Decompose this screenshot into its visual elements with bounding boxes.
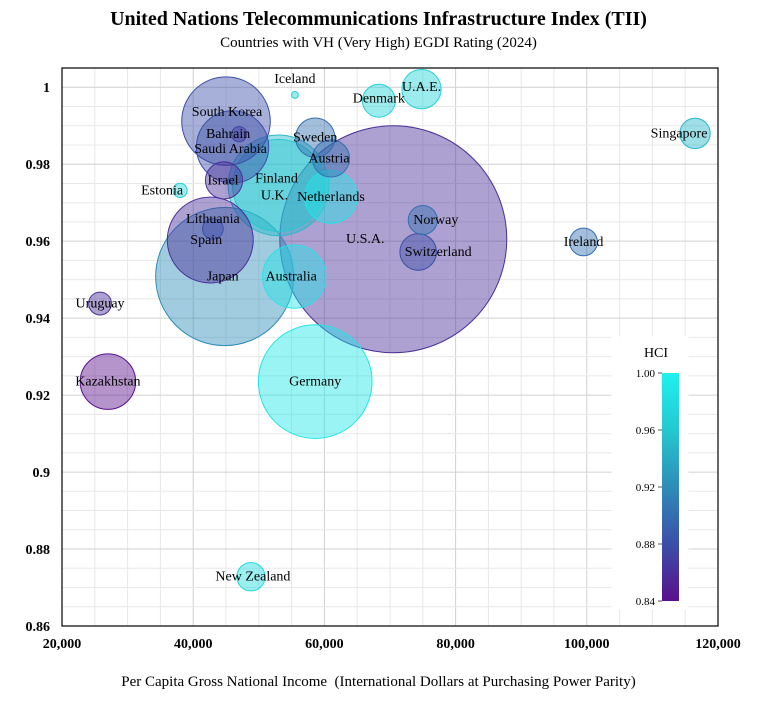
bubble-label: Germany: [289, 375, 341, 390]
bubble-iceland: [290, 91, 299, 99]
bubble-label: Denmark: [353, 92, 405, 107]
y-tick-label: 0.94: [26, 312, 51, 327]
bubble-label: Saudi Arabia: [194, 142, 267, 157]
chart-subtitle: Countries with VH (Very High) EGDI Ratin…: [220, 35, 537, 51]
x-tick-label: 20,000: [43, 637, 82, 652]
bubble-label: Israel: [207, 173, 238, 188]
bubble-japan: [155, 207, 295, 347]
y-axis-ticks: 0.86 0.88 0.9 0.92 0.94 0.96 0.98 1: [26, 81, 51, 635]
bubble-label: South Korea: [192, 105, 263, 120]
bubble-u-k-: [227, 134, 330, 237]
colorbar-tick-label: 0.84: [636, 596, 656, 608]
bubble-singapore: [679, 117, 711, 150]
bubble-australia: [262, 244, 327, 309]
bubble-south-korea: [181, 76, 271, 166]
x-tick-label: 60,000: [305, 637, 344, 652]
bubble-ireland: [569, 227, 598, 257]
colorbar-title: HCI: [644, 346, 668, 361]
bubble-u-a-e-: [401, 69, 442, 110]
bubble-label: Sweden: [293, 131, 337, 146]
bubble-label: Switzerland: [405, 245, 472, 260]
bubble-germany: [257, 324, 373, 439]
x-tick-label: 120,000: [695, 637, 741, 652]
plot-frame: [61, 67, 719, 627]
chart-title: United Nations Telecommunications Infras…: [110, 8, 647, 30]
x-axis-ticks: 20,000 40,000 60,000 80,000 100,000 120,000: [43, 637, 741, 652]
bubble-layer: [79, 69, 711, 592]
y-tick-label: 0.96: [26, 235, 51, 250]
bubble-austria: [311, 139, 351, 178]
x-axis-label: Per Capita Gross National Income (Intern…: [121, 674, 636, 690]
bubble-sweden: [295, 117, 336, 158]
bubble-label: Lithuania: [186, 212, 240, 227]
y-tick-label: 1: [43, 81, 50, 96]
y-tick-label: 0.88: [26, 543, 51, 558]
bubble-netherlands: [304, 170, 358, 224]
bubble-label: Spain: [190, 233, 222, 248]
colorbar-gradient: [662, 373, 679, 601]
y-tick-label: 0.9: [33, 466, 51, 481]
bubble-norway: [407, 204, 438, 236]
bubble-bahrain: [231, 126, 248, 143]
x-tick-label: 100,000: [564, 637, 610, 652]
bubble-label: Finland: [255, 171, 298, 186]
bubble-label: Netherlands: [297, 190, 365, 205]
bubble-label: Iceland: [274, 72, 315, 87]
bubble-israel: [204, 161, 244, 200]
bubble-label: Norway: [413, 213, 458, 228]
bubble-label: Australia: [266, 270, 318, 285]
x-tick-label: 80,000: [436, 637, 475, 652]
bubble-lithuania: [202, 217, 224, 240]
bubble-spain: [166, 196, 254, 284]
bubble-label: Singapore: [651, 126, 708, 141]
bubble-label: Estonia: [141, 183, 184, 198]
y-tick-label: 0.92: [26, 389, 51, 404]
bubble-kazakhstan: [79, 353, 137, 410]
bubble-label-layer: Iceland U.A.E.Denmark South Korea Singapore…: [75, 72, 707, 585]
bubble-label: U.K.: [261, 188, 288, 203]
bubble-finland: [231, 138, 325, 232]
bubble-saudi-arabia: [195, 110, 270, 184]
bubble-estonia: [172, 182, 188, 198]
colorbar-tick-label: 1.00: [636, 368, 656, 380]
y-tick-label: 0.86: [26, 620, 51, 635]
bubble-label: Ireland: [564, 235, 604, 250]
bubble-uruguay: [88, 291, 112, 316]
bubble-denmark: [361, 83, 396, 118]
y-tick-label: 0.98: [26, 158, 51, 173]
colorbar-tick-label: 0.88: [636, 539, 656, 551]
bubble-label: Uruguay: [76, 297, 125, 312]
bubble-label: Japan: [207, 270, 239, 285]
colorbar-tick-label: 0.92: [636, 482, 655, 494]
bubble-label: U.A.E.: [402, 80, 441, 95]
bubble-label: U.S.A.: [346, 232, 385, 247]
bubble-new-zealand: [236, 562, 266, 592]
bubble-u-s-a-: [279, 125, 508, 354]
bubble-label: Bahrain: [206, 127, 250, 142]
colorbar-tick-label: 0.96: [636, 425, 656, 437]
bubble-label: Austria: [308, 151, 350, 166]
hci-colorbar: HCI 0.84 0.88 0.92 0.96 1.00: [611, 336, 689, 610]
bubble-label: New Zealand: [215, 570, 290, 585]
x-tick-label: 40,000: [174, 637, 213, 652]
bubble-label: Kazakhstan: [75, 375, 140, 390]
